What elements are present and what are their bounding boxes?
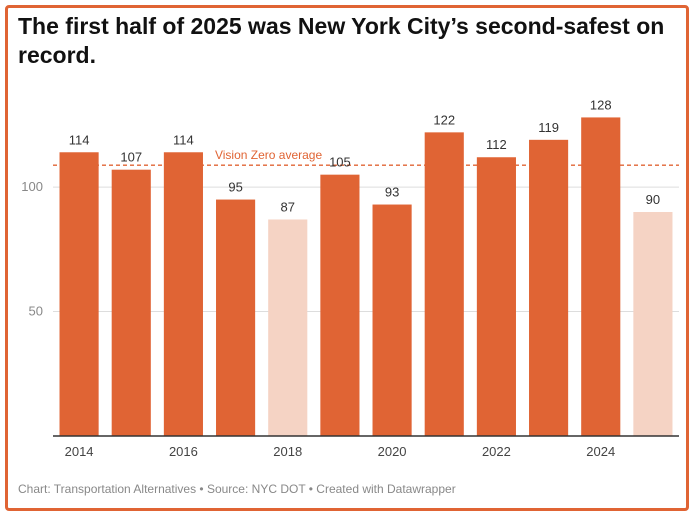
bar-2017 <box>216 199 256 436</box>
bar-value-label: 105 <box>329 155 351 170</box>
x-tick-label: 2016 <box>169 444 198 459</box>
bar-chart: Vision Zero average 114 107 114 95 87 105 93 12… <box>21 100 679 459</box>
bar-value-label: 87 <box>281 199 295 214</box>
y-tick-label: 100 <box>21 179 43 194</box>
bar-value-label: 90 <box>646 192 660 207</box>
x-tick-label: 2014 <box>65 444 94 459</box>
reference-line-label: Vision Zero average <box>215 148 323 162</box>
bar-2024 <box>581 117 621 436</box>
bar-value-label: 107 <box>120 150 142 165</box>
bars <box>59 117 673 437</box>
bar-2015 <box>111 169 151 436</box>
bar-2022 <box>476 157 516 436</box>
bar-2019 <box>320 174 360 436</box>
bar-2016 <box>163 152 203 436</box>
bar-2020 <box>372 204 412 436</box>
x-tick-label: 2024 <box>586 444 615 459</box>
bar-2014 <box>59 152 99 436</box>
bar-2025 <box>633 212 673 436</box>
bar-value-label: 119 <box>538 120 559 135</box>
bar-value-label: 114 <box>69 132 90 147</box>
grid-lines <box>53 186 679 313</box>
chart-footer: Chart: Transportation Alternatives • Sou… <box>18 482 456 496</box>
bar-value-label: 114 <box>173 132 194 147</box>
bar-2018 <box>268 219 308 436</box>
x-tick-label: 2020 <box>378 444 407 459</box>
reference-line-group: Vision Zero average <box>53 148 679 166</box>
y-tick-label: 50 <box>29 304 43 319</box>
bar-value-label: 122 <box>433 112 455 127</box>
bar-labels: 114 107 114 95 87 105 93 122 112 119 128 90 <box>69 100 660 214</box>
x-tick-label: 2022 <box>482 444 511 459</box>
bar-value-label: 93 <box>385 185 399 200</box>
bar-value-label: 112 <box>486 137 507 152</box>
axes: 50 100 2014 2016 2018 2020 2022 2024 <box>21 179 679 459</box>
bar-value-label: 128 <box>590 100 612 112</box>
x-tick-label: 2018 <box>273 444 302 459</box>
bar-2023 <box>529 139 569 437</box>
chart-title: The first half of 2025 was New York City… <box>18 13 665 68</box>
bar-2021 <box>424 132 464 436</box>
bar-value-label: 95 <box>228 180 242 195</box>
